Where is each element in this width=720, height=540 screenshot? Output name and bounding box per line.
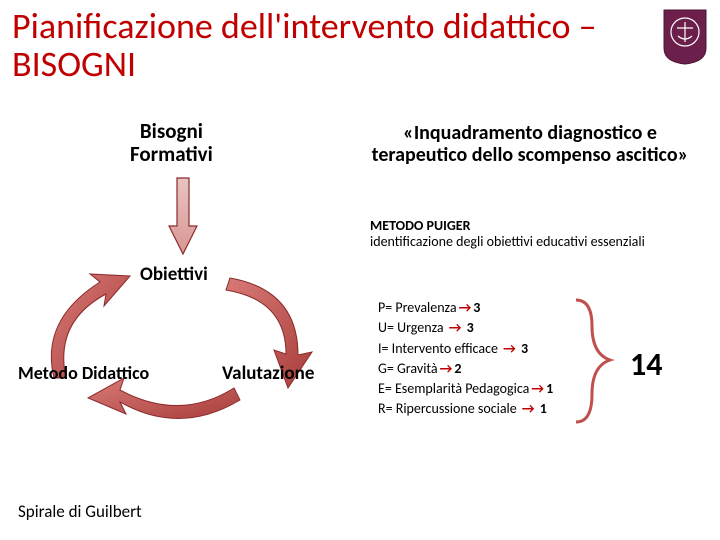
list-item: U= Urgenza → 3 — [378, 318, 553, 338]
university-logo — [662, 8, 708, 66]
arrow-icon: → — [503, 340, 516, 357]
puiger-score: 1 — [540, 400, 547, 417]
list-item: I= Intervento efficace → 3 — [378, 339, 553, 359]
puiger-score: 3 — [473, 299, 480, 316]
page-title: Pianificazione dell'intervento didattico… — [12, 8, 720, 84]
puiger-label: P= Prevalenza — [378, 299, 457, 316]
arrow-icon: → — [459, 299, 472, 316]
metodo-puiger-title: METODO PUIGER — [370, 217, 471, 234]
valutazione-label: Valutazione — [222, 362, 314, 385]
puiger-label: U= Urgenza — [378, 319, 444, 336]
total-score: 14 — [630, 345, 662, 384]
list-item: P= Prevalenza→3 — [378, 298, 553, 318]
puiger-score: 2 — [454, 360, 461, 377]
arrow-icon: → — [522, 400, 535, 417]
puiger-label: E= Esemplarità Pedagogica — [378, 380, 529, 397]
metodo-puiger-subtitle: identificazione degli obiettivi educativ… — [370, 233, 645, 250]
inquadramento-heading: «Inquadramento diagnostico e terapeutico… — [360, 122, 700, 166]
puiger-label: R= Ripercussione sociale — [378, 400, 517, 417]
metodo-label: Metodo Didattico — [18, 362, 149, 384]
list-item: E= Esemplarità Pedagogica→1 — [378, 379, 553, 399]
arrow-icon: → — [531, 380, 544, 397]
puiger-label: G= Gravità — [378, 360, 438, 377]
arrow-icon: → — [440, 360, 453, 377]
puiger-label: I= Intervento efficace — [378, 340, 498, 357]
bisogni-label: BisogniFormativi — [130, 120, 213, 166]
puiger-score: 1 — [546, 380, 553, 397]
list-item: R= Ripercussione sociale → 1 — [378, 399, 553, 419]
metodo-puiger-block: METODO PUIGER identificazione degli obie… — [370, 218, 690, 250]
arrow-icon: → — [449, 319, 462, 336]
puiger-score: 3 — [467, 319, 474, 336]
puiger-score: 3 — [521, 340, 528, 357]
spirale-caption: Spirale di Guilbert — [18, 501, 142, 522]
puiger-list: P= Prevalenza→3 U= Urgenza → 3 I= Interv… — [378, 298, 553, 420]
brace-icon — [570, 296, 620, 426]
down-arrow-icon — [165, 176, 201, 256]
list-item: G= Gravità→2 — [378, 359, 553, 379]
cycle-arrows-icon — [30, 260, 320, 440]
